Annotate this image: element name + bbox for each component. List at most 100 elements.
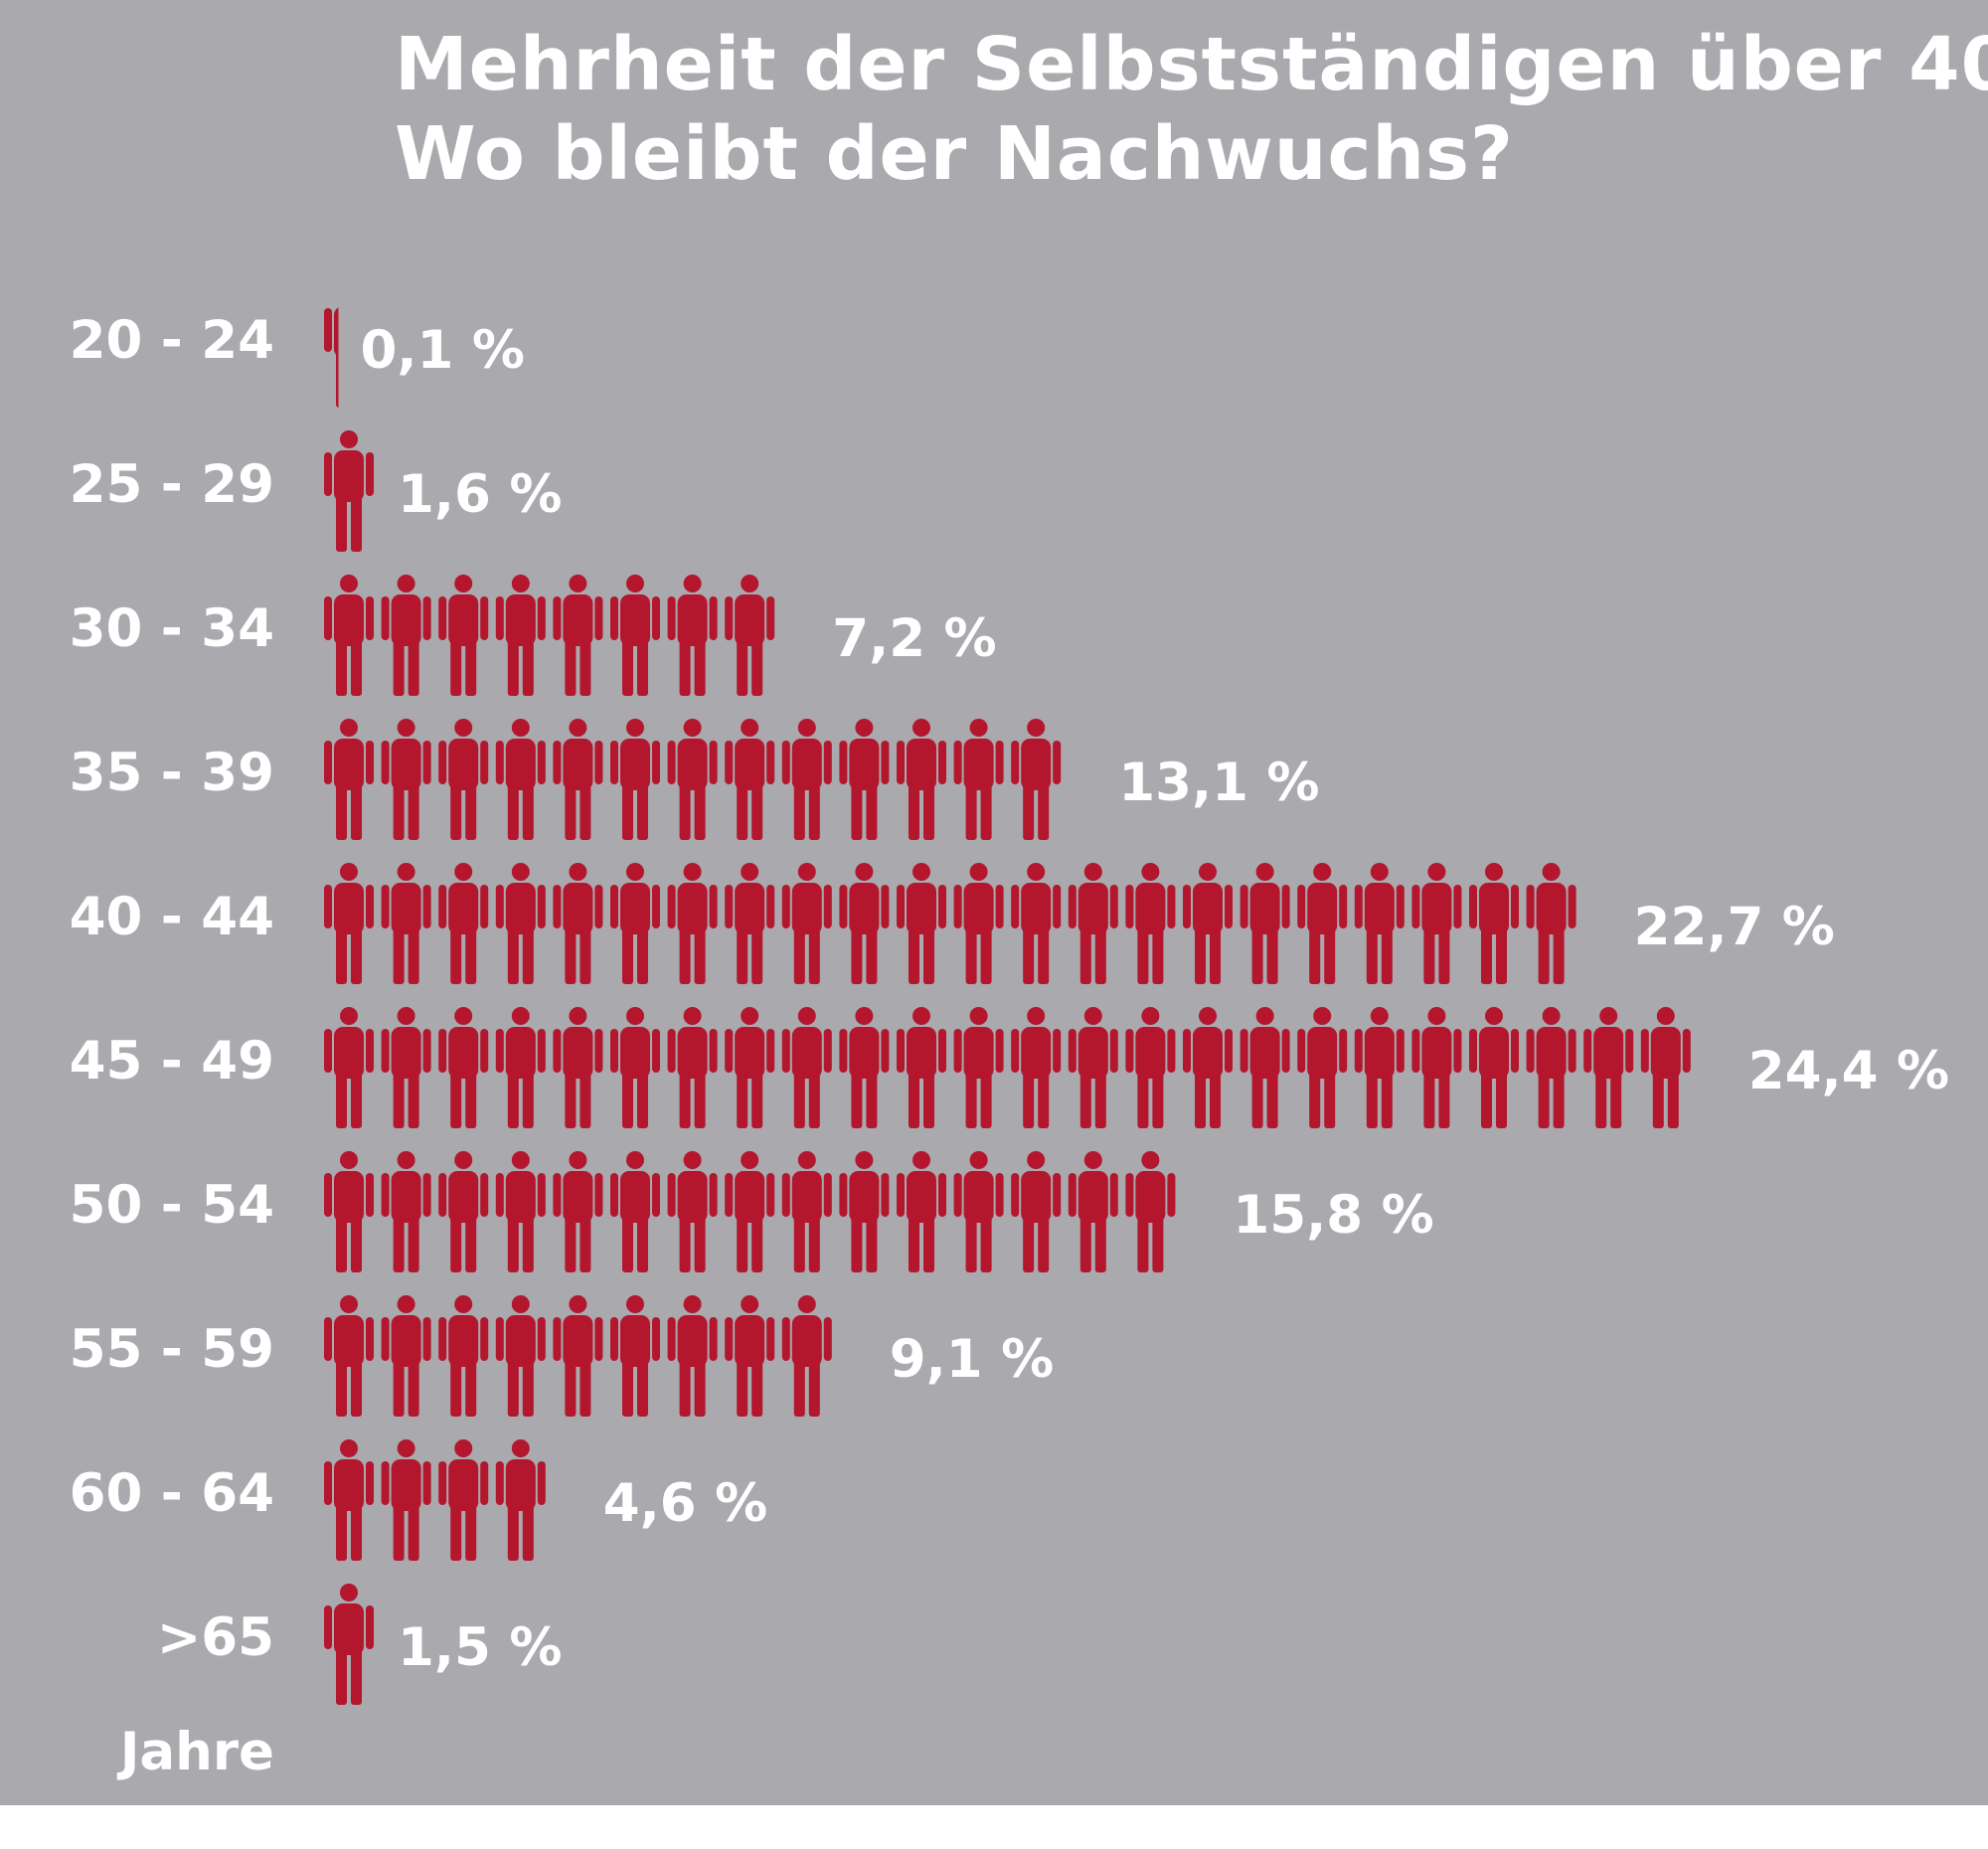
person-icon	[1183, 863, 1233, 984]
person-icon	[1011, 1007, 1062, 1128]
person-icon	[953, 719, 1004, 840]
person-icon	[1526, 1007, 1576, 1128]
pictogram-chart: 20 - 24 0,1 % 25 - 29 1,6 % 30 - 34 7,2 % 35 -…	[70, 307, 1949, 1782]
person-icon	[381, 1439, 431, 1561]
person-icon	[1354, 1007, 1405, 1128]
value-label: 4,6 %	[603, 1473, 767, 1534]
person-icon	[1240, 863, 1290, 984]
person-icon	[381, 1295, 431, 1417]
person-icon	[495, 1007, 546, 1128]
person-icon	[553, 863, 603, 984]
category-label: 50 - 54	[70, 1175, 274, 1236]
person-icon	[610, 1151, 660, 1272]
person-icon	[897, 1007, 946, 1128]
figure-row	[324, 430, 374, 552]
value-label: 7,2 %	[832, 608, 996, 669]
person-icon	[725, 719, 775, 840]
person-icon	[1011, 719, 1062, 840]
person-icon	[1011, 863, 1062, 984]
person-icon	[781, 863, 832, 984]
figure-row	[324, 719, 1062, 840]
figure-row	[324, 1151, 1176, 1272]
person-icon	[1240, 1007, 1290, 1128]
person-icon	[495, 575, 546, 696]
person-icon	[1526, 863, 1576, 984]
value-label: 15,8 %	[1233, 1185, 1433, 1246]
person-icon	[897, 863, 946, 984]
person-icon	[1125, 863, 1176, 984]
person-icon	[324, 307, 339, 408]
person-icon	[324, 1007, 374, 1128]
value-label: 22,7 %	[1634, 897, 1835, 957]
person-icon	[438, 1007, 489, 1128]
category-label: 60 - 64	[70, 1463, 274, 1524]
person-icon	[781, 1151, 832, 1272]
value-label: 24,4 %	[1748, 1041, 1949, 1101]
value-label: 0,1 %	[361, 320, 525, 381]
category-label: 35 - 39	[70, 743, 274, 803]
person-icon	[1354, 863, 1405, 984]
person-icon	[324, 430, 374, 552]
person-icon	[1469, 863, 1519, 984]
person-icon	[1411, 863, 1462, 984]
person-icon	[781, 1295, 832, 1417]
person-icon	[725, 863, 775, 984]
chart-title-line-1: Mehrheit der Selbstständigen über 40:	[395, 22, 1988, 107]
person-icon	[324, 1439, 374, 1561]
person-icon	[953, 863, 1004, 984]
value-label: 13,1 %	[1118, 753, 1319, 813]
person-icon	[1125, 1151, 1176, 1272]
person-icon	[381, 575, 431, 696]
person-icon	[725, 1007, 775, 1128]
person-icon	[610, 1007, 660, 1128]
value-label: 1,6 %	[398, 464, 562, 525]
person-icon	[495, 1295, 546, 1417]
person-icon	[324, 719, 374, 840]
figure-row	[324, 1295, 832, 1417]
person-icon	[1068, 1007, 1118, 1128]
person-icon	[495, 863, 546, 984]
value-label: 9,1 %	[890, 1329, 1054, 1390]
person-icon	[839, 1151, 890, 1272]
person-icon	[1011, 1151, 1062, 1272]
person-icon	[438, 1439, 489, 1561]
person-icon	[553, 1007, 603, 1128]
person-icon	[1411, 1007, 1462, 1128]
category-label: 25 - 29	[70, 454, 274, 515]
figure-row	[324, 863, 1576, 984]
value-label: 1,5 %	[398, 1617, 562, 1678]
person-icon	[438, 575, 489, 696]
figure-row	[324, 307, 339, 408]
person-icon	[553, 1295, 603, 1417]
person-icon	[781, 1007, 832, 1128]
category-label: 55 - 59	[70, 1319, 274, 1380]
person-icon	[610, 863, 660, 984]
chart-title-line-2: Wo bleibt der Nachwuchs?	[395, 111, 1514, 197]
person-icon	[381, 1151, 431, 1272]
person-icon	[667, 863, 718, 984]
person-icon	[610, 719, 660, 840]
person-icon	[839, 863, 890, 984]
person-icon	[381, 1007, 431, 1128]
person-icon	[897, 1151, 946, 1272]
axis-label: Jahre	[117, 1722, 274, 1782]
person-icon	[953, 1151, 1004, 1272]
person-icon	[1068, 863, 1118, 984]
person-icon	[1583, 1007, 1634, 1128]
figure-row	[324, 1007, 1691, 1128]
person-icon	[1183, 1007, 1233, 1128]
person-icon	[495, 719, 546, 840]
person-icon	[381, 863, 431, 984]
person-icon	[553, 719, 603, 840]
person-icon	[324, 863, 374, 984]
person-icon	[553, 575, 603, 696]
person-icon	[438, 863, 489, 984]
person-icon	[324, 1584, 374, 1705]
person-icon	[725, 575, 775, 696]
person-icon	[953, 1007, 1004, 1128]
person-icon	[1297, 1007, 1348, 1128]
category-label: 30 - 34	[70, 598, 274, 659]
person-icon	[781, 719, 832, 840]
person-icon	[1297, 863, 1348, 984]
person-icon	[438, 1295, 489, 1417]
